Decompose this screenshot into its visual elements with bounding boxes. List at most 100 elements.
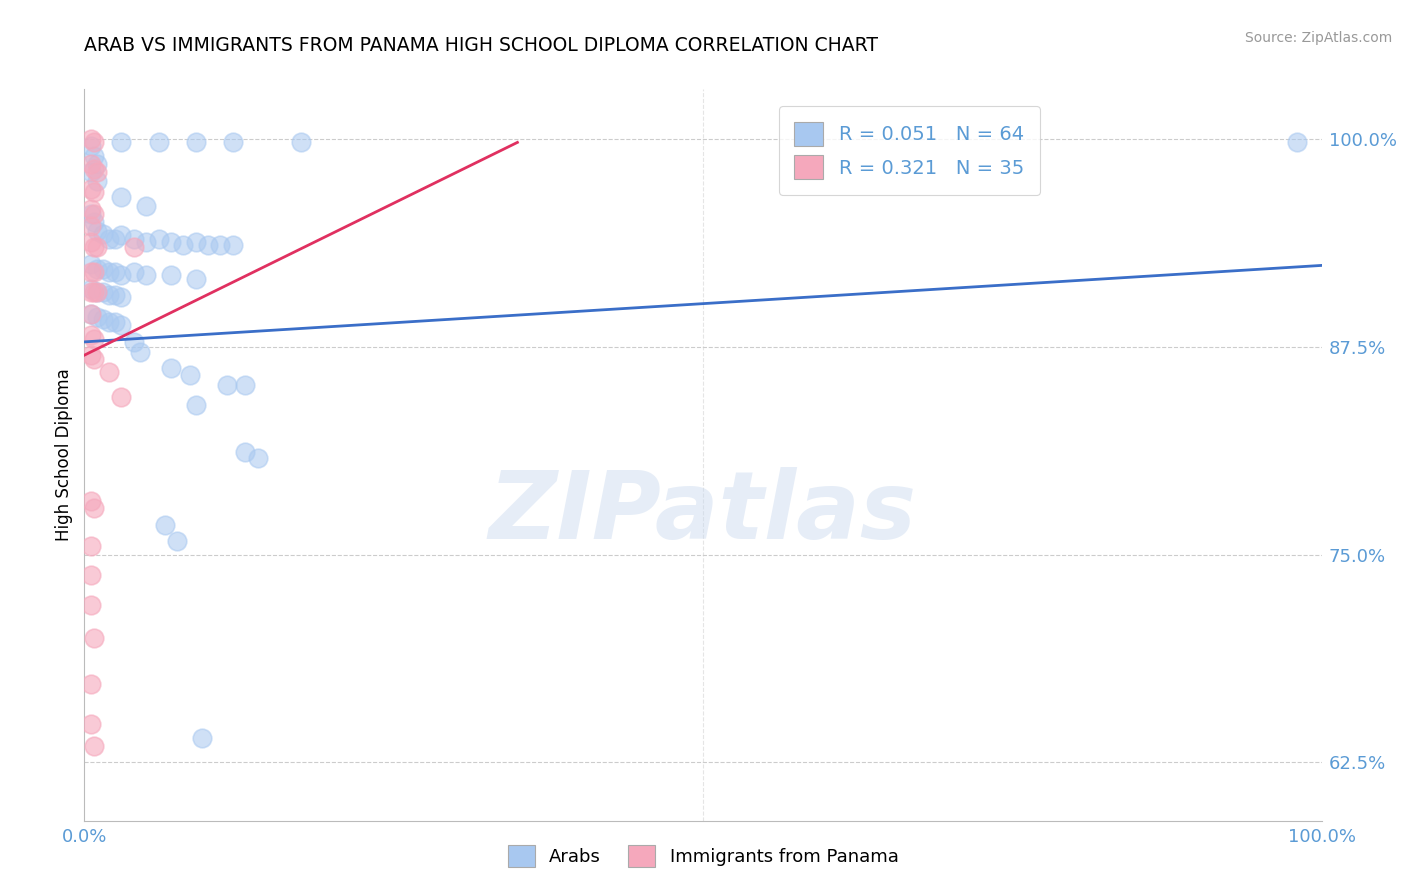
Point: [83, 332, 105, 346]
Point: [104, 232, 127, 246]
Point: [160, 268, 183, 283]
Point: [184, 271, 207, 285]
Text: ARAB VS IMMIGRANTS FROM PANAMA HIGH SCHOOL DIPLOMA CORRELATION CHART: ARAB VS IMMIGRANTS FROM PANAMA HIGH SCHO…: [84, 36, 879, 54]
Point: [86, 173, 108, 188]
Point: [79, 307, 101, 321]
Point: [83, 136, 105, 150]
Point: [135, 268, 157, 283]
Point: [79, 235, 101, 249]
Point: [209, 238, 232, 252]
Point: [184, 398, 207, 412]
Legend: Arabs, Immigrants from Panama: Arabs, Immigrants from Panama: [501, 838, 905, 874]
Point: [79, 307, 101, 321]
Point: [83, 186, 105, 200]
Point: [83, 501, 105, 516]
Point: [86, 261, 108, 276]
Point: [79, 138, 101, 153]
Point: [246, 451, 269, 466]
Point: [79, 182, 101, 196]
Point: [98, 265, 121, 279]
Point: [79, 257, 101, 271]
Point: [98, 315, 121, 329]
Point: [153, 517, 176, 532]
Point: [83, 207, 105, 221]
Point: [104, 288, 127, 302]
Point: [122, 334, 145, 349]
Point: [83, 149, 105, 163]
Point: [79, 165, 101, 179]
Point: [86, 310, 108, 324]
Point: [79, 494, 101, 508]
Point: [110, 136, 132, 150]
Point: [197, 238, 219, 252]
Point: [86, 285, 108, 299]
Point: [86, 165, 108, 179]
Point: [135, 235, 157, 249]
Point: [91, 227, 114, 241]
Text: Source: ZipAtlas.com: Source: ZipAtlas.com: [1244, 31, 1392, 45]
Point: [104, 315, 127, 329]
Point: [79, 567, 101, 582]
Point: [110, 390, 132, 404]
Point: [83, 285, 105, 299]
Point: [79, 132, 101, 146]
Point: [160, 235, 183, 249]
Point: [233, 444, 256, 458]
Point: [79, 717, 101, 731]
Point: [222, 136, 245, 150]
Point: [79, 265, 101, 279]
Point: [86, 240, 108, 254]
Point: [79, 539, 101, 553]
Y-axis label: High School Diploma: High School Diploma: [55, 368, 73, 541]
Point: [122, 265, 145, 279]
Point: [83, 351, 105, 366]
Point: [110, 190, 132, 204]
Point: [1285, 136, 1308, 150]
Point: [79, 157, 101, 171]
Point: [184, 136, 207, 150]
Point: [179, 368, 201, 383]
Point: [166, 534, 188, 549]
Point: [83, 240, 105, 254]
Point: [79, 348, 101, 362]
Point: [110, 228, 132, 243]
Point: [148, 232, 170, 246]
Point: [91, 261, 114, 276]
Point: [83, 215, 105, 229]
Point: [98, 288, 121, 302]
Point: [79, 598, 101, 612]
Point: [83, 739, 105, 753]
Point: [160, 361, 183, 376]
Point: [191, 731, 214, 745]
Point: [135, 198, 157, 212]
Point: [83, 265, 105, 279]
Point: [79, 328, 101, 343]
Point: [86, 285, 108, 299]
Point: [83, 631, 105, 645]
Point: [79, 282, 101, 296]
Point: [148, 136, 170, 150]
Legend: R = 0.051   N = 64, R = 0.321   N = 35: R = 0.051 N = 64, R = 0.321 N = 35: [779, 106, 1039, 194]
Point: [98, 232, 121, 246]
Text: ZIPatlas: ZIPatlas: [489, 467, 917, 559]
Point: [122, 232, 145, 246]
Point: [110, 268, 132, 283]
Point: [98, 365, 121, 379]
Point: [79, 207, 101, 221]
Point: [222, 238, 245, 252]
Point: [79, 219, 101, 233]
Point: [110, 318, 132, 333]
Point: [83, 161, 105, 176]
Point: [110, 290, 132, 304]
Point: [184, 235, 207, 249]
Point: [129, 344, 152, 359]
Point: [79, 677, 101, 691]
Point: [215, 378, 238, 392]
Point: [233, 378, 256, 392]
Point: [91, 285, 114, 299]
Point: [79, 285, 101, 299]
Point: [86, 223, 108, 237]
Point: [91, 311, 114, 326]
Point: [86, 157, 108, 171]
Point: [104, 265, 127, 279]
